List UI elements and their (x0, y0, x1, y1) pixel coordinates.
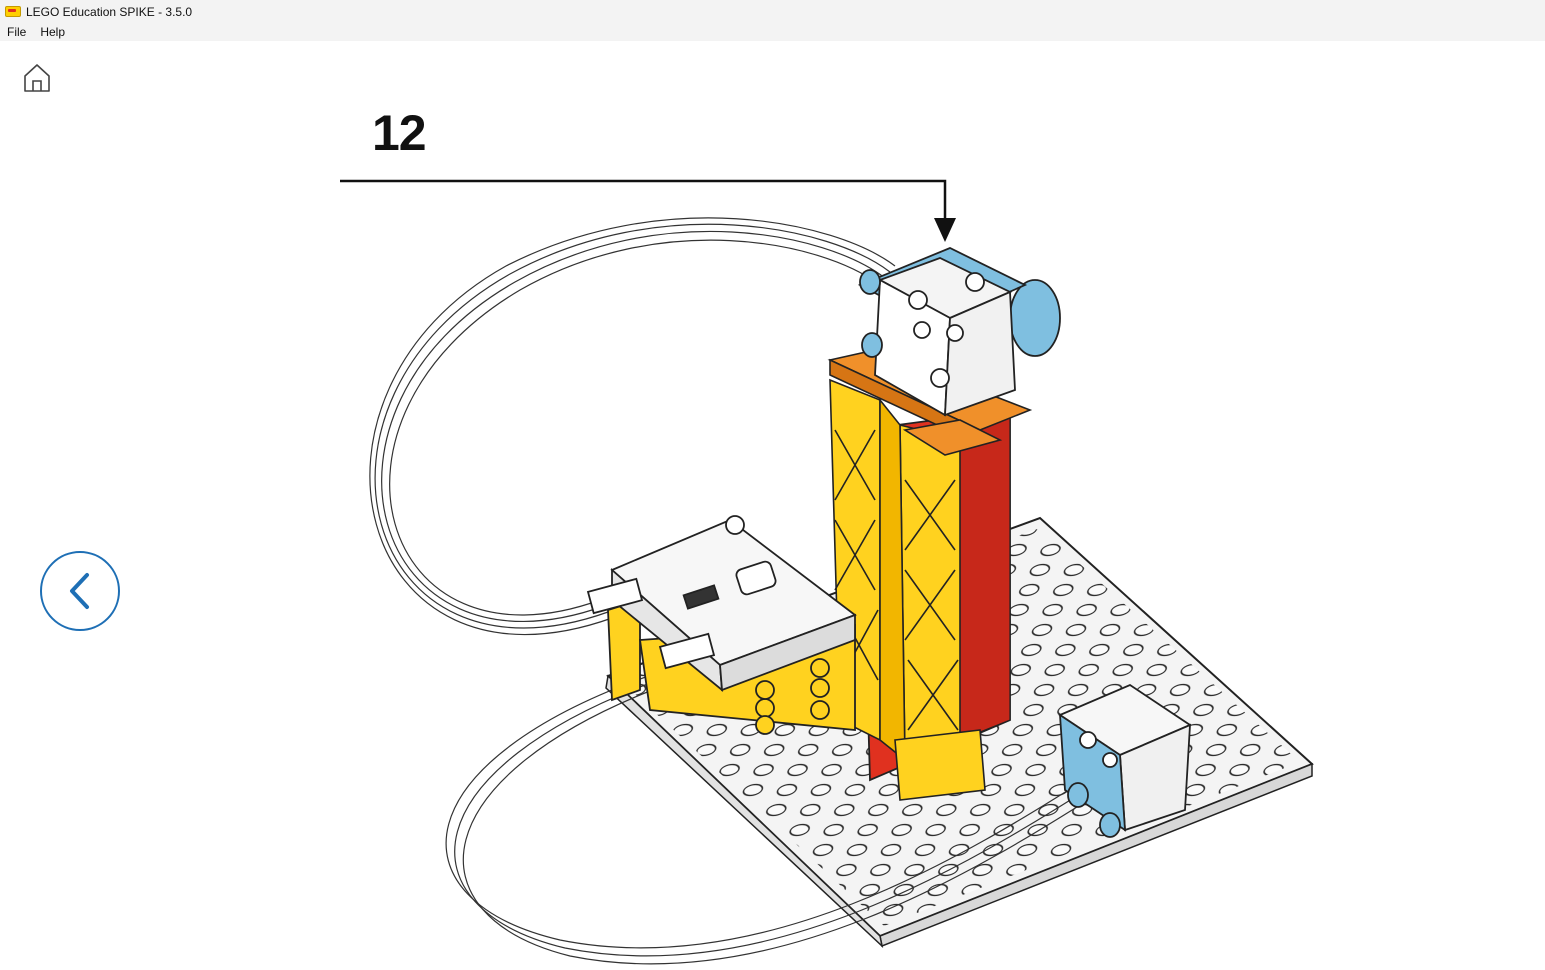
home-button[interactable] (22, 62, 52, 94)
title-bar: LEGO Education SPIKE - 3.5.0 (0, 0, 1545, 23)
chevron-left-icon (70, 573, 89, 609)
app-logo-icon (5, 6, 21, 17)
top-sensor (857, 247, 1061, 417)
bottom-sensor (1058, 683, 1192, 838)
callout-arrow (340, 179, 956, 242)
step-number: 12 (372, 105, 427, 161)
cables (369, 217, 1111, 965)
spike-hub (586, 515, 857, 735)
menu-bar: File Help (0, 23, 1545, 41)
yellow-lattice-tower (829, 378, 986, 801)
window-title: LEGO Education SPIKE - 3.5.0 (26, 4, 193, 19)
back-button[interactable] (40, 551, 120, 631)
home-icon (24, 64, 50, 92)
menu-help[interactable]: Help (40, 25, 66, 39)
menu-file[interactable]: File (7, 25, 27, 39)
